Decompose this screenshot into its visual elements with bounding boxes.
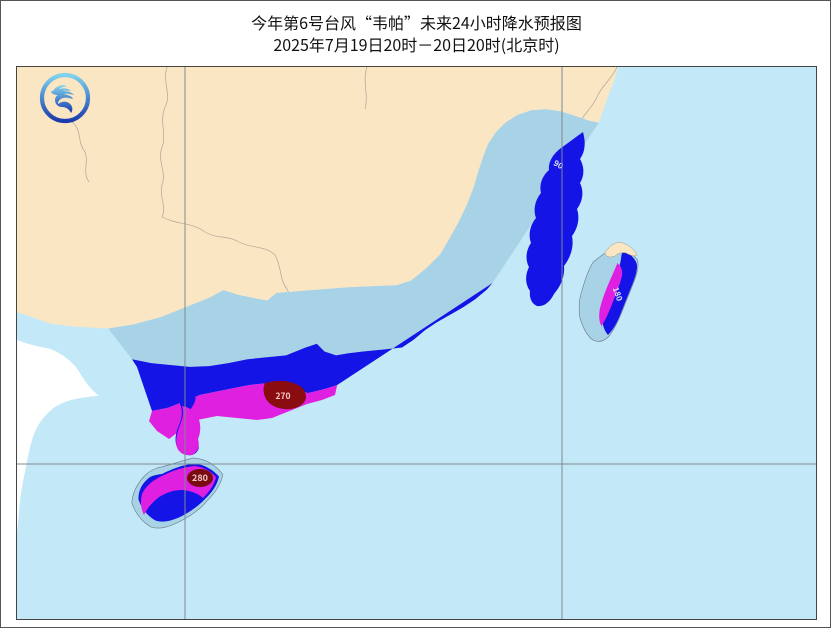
svg-text:270: 270 — [275, 390, 290, 402]
svg-text:280: 280 — [192, 471, 208, 484]
